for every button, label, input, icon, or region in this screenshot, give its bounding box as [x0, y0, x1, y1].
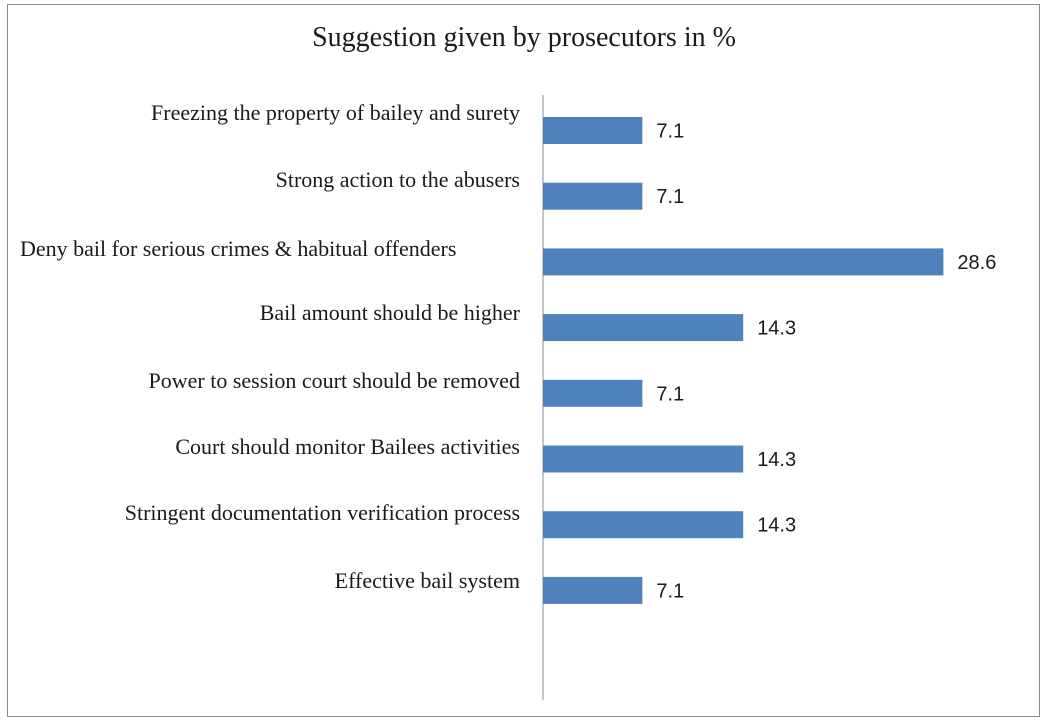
bar-7	[543, 511, 744, 539]
category-label-5: Power to session court should be removed	[148, 368, 521, 393]
data-label-1: 7.1	[656, 121, 684, 143]
chart-frame	[7, 4, 1040, 717]
category-label-3: Deny bail for serious crimes & habitual …	[20, 236, 457, 261]
category-label-8: Effective bail system	[334, 568, 520, 593]
data-label-7: 14.3	[757, 515, 796, 537]
category-label-7: Stringent documentation verification pro…	[124, 500, 520, 525]
bar-8	[543, 576, 643, 604]
data-label-5: 7.1	[656, 383, 684, 405]
data-label-3: 28.6	[957, 252, 996, 274]
bar-1	[543, 117, 643, 144]
chart-title: Suggestion given by prosecutors in %	[312, 22, 736, 53]
bar-2	[543, 182, 643, 210]
category-label-6: Court should monitor Bailees activities	[175, 434, 520, 459]
bar-5	[543, 379, 643, 407]
category-label-4: Bail amount should be higher	[259, 300, 520, 325]
data-label-4: 14.3	[757, 318, 796, 340]
category-label-1: Freezing the property of bailey and sure…	[151, 100, 520, 125]
bar-6	[543, 445, 744, 473]
bar-series: 7.1 7.1 28.6 14.3 7.1 14.3 14.3 7.1	[543, 117, 996, 604]
data-label-2: 7.1	[656, 186, 684, 208]
data-label-6: 14.3	[757, 449, 796, 471]
category-label-2: Strong action to the abusers	[275, 167, 520, 192]
bar-4	[543, 314, 744, 342]
data-label-8: 7.1	[656, 580, 684, 602]
bar-3	[543, 248, 944, 276]
